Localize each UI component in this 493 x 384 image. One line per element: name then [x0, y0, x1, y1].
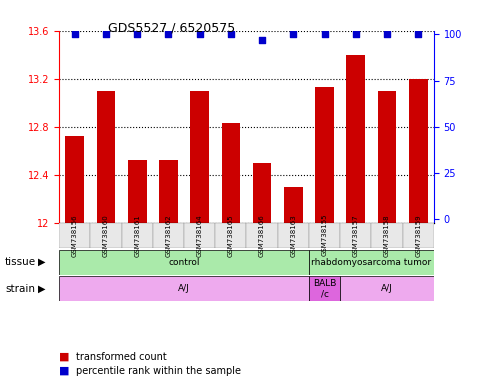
- Text: GSM738156: GSM738156: [72, 214, 78, 257]
- Text: GSM738165: GSM738165: [228, 214, 234, 257]
- Point: [320, 31, 328, 38]
- Text: GSM738161: GSM738161: [134, 214, 140, 257]
- FancyBboxPatch shape: [90, 223, 122, 248]
- FancyBboxPatch shape: [215, 223, 246, 248]
- Text: percentile rank within the sample: percentile rank within the sample: [76, 366, 242, 376]
- Text: GSM738159: GSM738159: [415, 214, 421, 257]
- Bar: [190, 91, 209, 223]
- Text: transformed count: transformed count: [76, 352, 167, 362]
- FancyBboxPatch shape: [278, 223, 309, 248]
- Bar: [409, 79, 427, 223]
- FancyBboxPatch shape: [309, 223, 340, 248]
- FancyBboxPatch shape: [122, 223, 153, 248]
- Point: [352, 31, 360, 38]
- Bar: [378, 91, 396, 223]
- Text: tissue: tissue: [5, 257, 36, 267]
- FancyBboxPatch shape: [309, 276, 340, 301]
- Text: strain: strain: [5, 284, 35, 294]
- FancyBboxPatch shape: [371, 223, 403, 248]
- Text: GSM738162: GSM738162: [166, 214, 172, 257]
- Point: [196, 31, 204, 38]
- Text: GSM738157: GSM738157: [353, 214, 359, 257]
- Point: [258, 37, 266, 43]
- Text: GSM738164: GSM738164: [197, 214, 203, 257]
- Bar: [315, 87, 334, 223]
- Point: [71, 31, 79, 38]
- Text: ▶: ▶: [38, 284, 46, 294]
- Point: [289, 31, 297, 38]
- Bar: [66, 136, 84, 223]
- Text: GDS5527 / 6520575: GDS5527 / 6520575: [108, 21, 236, 34]
- Point: [102, 31, 110, 38]
- Bar: [97, 91, 115, 223]
- Point: [133, 31, 141, 38]
- Text: BALB
/c: BALB /c: [313, 279, 336, 299]
- Bar: [221, 123, 240, 223]
- Text: GSM738160: GSM738160: [103, 214, 109, 257]
- Bar: [128, 161, 146, 223]
- Point: [414, 31, 422, 38]
- Text: control: control: [168, 258, 200, 266]
- Text: ■: ■: [59, 366, 70, 376]
- FancyBboxPatch shape: [59, 223, 90, 248]
- Text: ■: ■: [59, 352, 70, 362]
- Text: ▶: ▶: [38, 257, 46, 267]
- FancyBboxPatch shape: [309, 250, 434, 275]
- FancyBboxPatch shape: [340, 276, 434, 301]
- Text: GSM738155: GSM738155: [321, 214, 327, 257]
- Text: rhabdomyosarcoma tumor: rhabdomyosarcoma tumor: [312, 258, 431, 266]
- Point: [227, 31, 235, 38]
- Text: A/J: A/J: [381, 285, 393, 293]
- Bar: [284, 187, 303, 223]
- FancyBboxPatch shape: [153, 223, 184, 248]
- Bar: [347, 55, 365, 223]
- Text: GSM738163: GSM738163: [290, 214, 296, 257]
- Bar: [159, 161, 178, 223]
- Text: GSM738166: GSM738166: [259, 214, 265, 257]
- FancyBboxPatch shape: [403, 223, 434, 248]
- FancyBboxPatch shape: [59, 276, 309, 301]
- Point: [383, 31, 391, 38]
- FancyBboxPatch shape: [184, 223, 215, 248]
- Point: [165, 31, 173, 38]
- FancyBboxPatch shape: [59, 250, 309, 275]
- FancyBboxPatch shape: [340, 223, 371, 248]
- Bar: [253, 163, 272, 223]
- Text: A/J: A/J: [178, 285, 190, 293]
- Text: GSM738158: GSM738158: [384, 214, 390, 257]
- FancyBboxPatch shape: [246, 223, 278, 248]
